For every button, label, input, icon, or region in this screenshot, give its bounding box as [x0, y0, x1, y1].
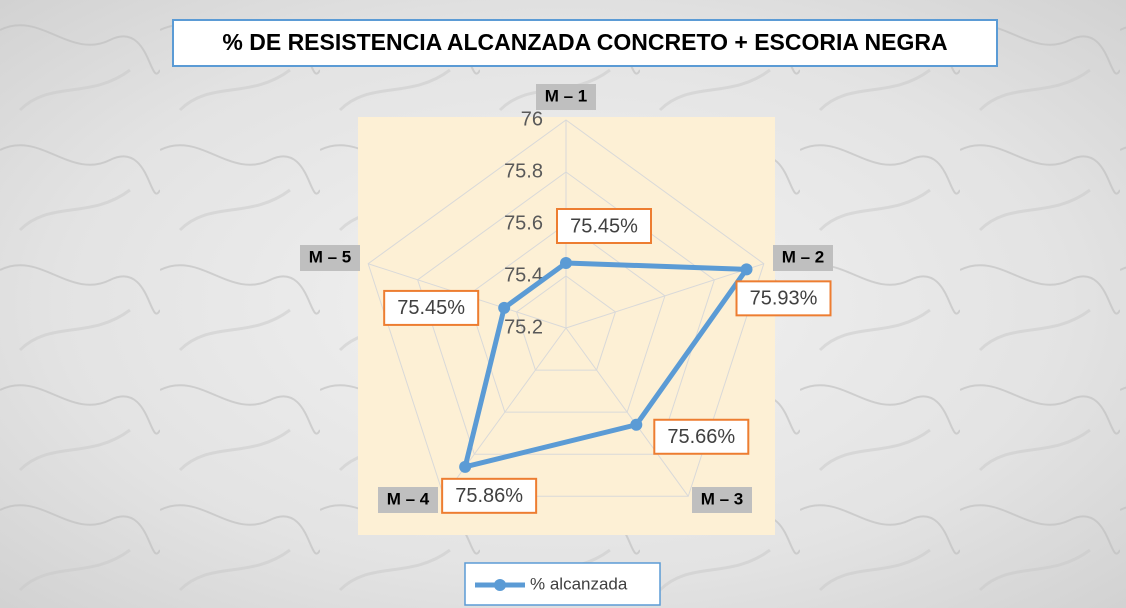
spoke	[565, 327, 689, 497]
category-label: M – 1	[545, 86, 588, 105]
category-label: M – 4	[387, 489, 430, 508]
chart-title: % DE RESISTENCIA ALCANZADA CONCRETO + ES…	[222, 29, 947, 55]
r-tick-label: 75.4	[504, 264, 543, 286]
category-label-bg	[692, 487, 752, 513]
data-label: 75.93%	[750, 288, 818, 310]
data-point	[459, 460, 472, 473]
category-label: M – 3	[701, 489, 744, 508]
series-line	[462, 260, 750, 470]
data-label-box	[556, 208, 652, 244]
grid-ring	[367, 119, 765, 497]
spoke	[565, 263, 764, 329]
data-label: 75.86%	[455, 485, 523, 507]
data-point	[560, 257, 572, 269]
r-tick-label: 75.6	[504, 212, 543, 234]
category-label-bg	[378, 487, 438, 513]
data-label-box	[383, 289, 480, 326]
data-point	[498, 301, 511, 314]
data-label-box	[653, 418, 750, 455]
data-label: 75.45%	[397, 297, 465, 319]
grid-ring	[515, 275, 617, 371]
data-label-box	[441, 477, 538, 514]
data-point	[740, 263, 753, 276]
r-tick-label: 76	[521, 108, 543, 130]
data-point	[630, 418, 643, 431]
legend-label: % alcanzada	[530, 574, 628, 593]
legend-swatch-marker	[494, 579, 506, 591]
category-label-bg	[773, 245, 833, 271]
category-label-bg	[300, 245, 360, 271]
data-label-box	[735, 280, 832, 317]
category-label: M – 2	[782, 247, 825, 266]
data-label: 75.66%	[667, 426, 735, 448]
title-box	[172, 19, 998, 67]
category-label-bg	[536, 84, 596, 110]
grid-ring	[417, 171, 715, 455]
category-label: M – 5	[309, 247, 352, 266]
r-tick-label: 75.8	[504, 160, 543, 182]
r-tick-label: 75.2	[504, 316, 543, 338]
grid-ring	[466, 223, 666, 413]
data-label: 75.45%	[570, 215, 638, 237]
